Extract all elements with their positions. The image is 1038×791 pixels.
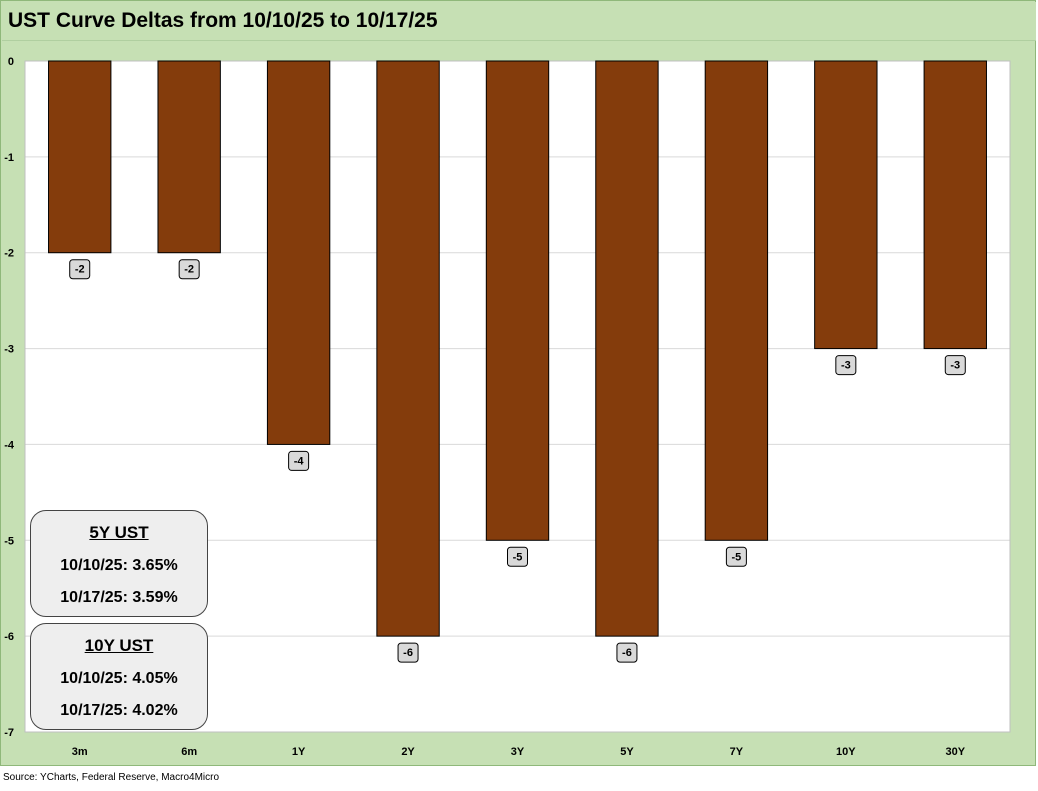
y-tick-label: -2 <box>4 248 14 260</box>
data-label: -5 <box>513 551 523 563</box>
x-tick-label: 7Y <box>730 746 744 758</box>
bars <box>48 60 987 637</box>
x-tick-label: 6m <box>181 746 197 758</box>
x-axis: 3m 6m 1Y 2Y 3Y 5Y 7Y 10Y 30Y <box>72 746 966 758</box>
info-box-line-2: 10/17/25: 4.02% <box>60 702 178 719</box>
data-label-box <box>944 355 966 376</box>
y-tick-label: 0 <box>8 56 14 68</box>
y-tick-label: -7 <box>4 727 14 739</box>
data-label: -6 <box>622 647 632 659</box>
x-tick-label: 30Y <box>945 746 965 758</box>
x-tick-label: 1Y <box>292 746 306 758</box>
data-label: -5 <box>731 551 741 563</box>
info-box-5y-ust: 5Y UST 10/10/25: 3.65% 10/17/25: 3.59% <box>30 510 208 617</box>
y-tick-label: -6 <box>4 631 14 643</box>
data-label-box <box>616 642 638 663</box>
y-axis: 0 -1 -2 -3 -4 -5 -6 -7 <box>4 56 15 739</box>
data-label: -6 <box>403 647 413 659</box>
data-label: -3 <box>950 360 960 372</box>
info-box-line-1: 10/10/25: 4.05% <box>60 670 178 687</box>
chart-title: UST Curve Deltas from 10/10/25 to 10/17/… <box>8 9 438 32</box>
data-label-box <box>725 546 747 567</box>
bar-5y <box>595 60 659 637</box>
y-tick-label: -1 <box>4 152 14 164</box>
data-label-box <box>288 450 310 471</box>
info-box-title: 5Y UST <box>89 523 149 542</box>
bar-2y <box>376 60 440 637</box>
data-label-box <box>835 355 857 376</box>
data-label-box <box>397 642 419 663</box>
x-tick-label: 5Y <box>620 746 634 758</box>
data-label: -2 <box>75 264 85 276</box>
x-tick-label: 10Y <box>836 746 856 758</box>
y-tick-label: -3 <box>4 344 14 356</box>
bar-7y <box>704 60 769 541</box>
bar-3y <box>485 60 550 541</box>
title-bar: UST Curve Deltas from 10/10/25 to 10/17/… <box>2 2 1036 41</box>
bar-30y <box>923 60 987 350</box>
data-label-box <box>69 259 91 280</box>
data-label: -4 <box>294 455 305 467</box>
info-box-line-2: 10/17/25: 3.59% <box>60 589 178 606</box>
data-label-box <box>178 259 200 280</box>
bar-10y <box>814 60 878 350</box>
source-note: Source: YCharts, Federal Reserve, Macro4… <box>3 772 220 783</box>
bar-6m <box>157 60 221 254</box>
info-box-title: 10Y UST <box>84 636 154 655</box>
data-label: -3 <box>841 360 851 372</box>
data-labels: -2 -2 -4 -6 -5 -6 -5 -3 -3 <box>69 259 966 663</box>
bar-3m <box>48 60 112 254</box>
y-tick-label: -4 <box>4 439 15 451</box>
y-tick-label: -5 <box>4 535 14 547</box>
x-tick-label: 3Y <box>511 746 525 758</box>
info-box-10y-ust: 10Y UST 10/10/25: 4.05% 10/17/25: 4.02% <box>30 623 208 730</box>
data-label: -2 <box>184 264 194 276</box>
x-tick-label: 2Y <box>401 746 415 758</box>
bar-1y <box>266 60 331 445</box>
x-tick-label: 3m <box>72 746 88 758</box>
data-label-box <box>507 546 528 567</box>
info-box-line-1: 10/10/25: 3.65% <box>60 557 178 574</box>
